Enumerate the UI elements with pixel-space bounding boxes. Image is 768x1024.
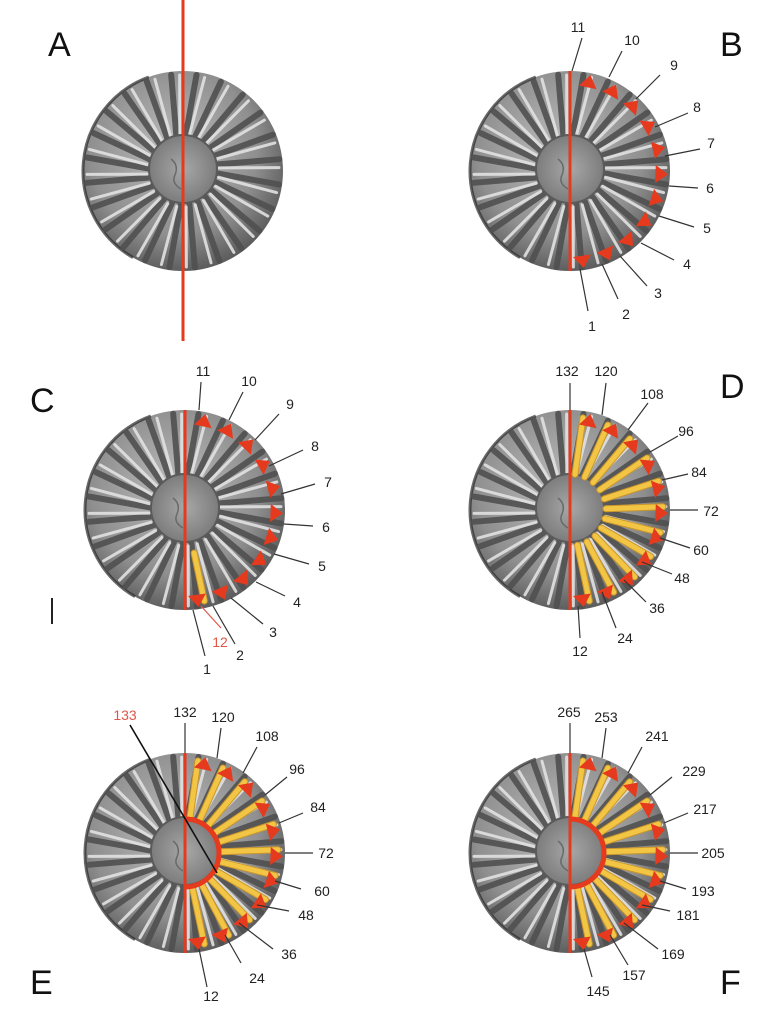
rib-label: 132: [555, 363, 579, 379]
rib-label: 2: [236, 647, 244, 663]
panel-label-e: E: [30, 964, 53, 1002]
rib-label: 120: [211, 709, 235, 725]
rib-label: 3: [654, 285, 662, 301]
rib-label: 24: [617, 630, 633, 646]
rib-label: 10: [624, 32, 640, 48]
panel-overlay: [568, 410, 668, 610]
rib-label: 1: [203, 661, 211, 677]
rib-label: 108: [640, 386, 664, 402]
panel-label-d: D: [720, 368, 745, 406]
panel-a: [81, 0, 283, 341]
rib-label-highlight: 133: [113, 707, 137, 723]
panel-label-a: A: [48, 26, 71, 64]
rib-label: 9: [286, 396, 294, 412]
rib-label: 157: [622, 967, 646, 983]
rib-label: 8: [311, 438, 319, 454]
panel-overlay: [183, 753, 283, 953]
panel-b: 11 10 9 8 7 6 5 4 3 2 1: [468, 19, 715, 334]
rib-label: 48: [298, 907, 314, 923]
rib-label: 4: [293, 594, 301, 610]
rib-label: 12: [572, 643, 588, 659]
rib-label: 193: [691, 883, 715, 899]
rib-label: 4: [683, 256, 691, 272]
panel-label-f: F: [720, 964, 741, 1002]
rib-label: 12: [203, 988, 219, 1004]
rib-label: 48: [674, 570, 690, 586]
rib-label: 120: [594, 363, 618, 379]
rib-label: 205: [701, 845, 725, 861]
rib-label: 253: [594, 709, 618, 725]
rib-label: 217: [693, 801, 717, 817]
panel-label-b: B: [720, 26, 743, 64]
rib-label: 96: [678, 423, 694, 439]
rib-label: 60: [693, 542, 709, 558]
rib-count-labels: 265 253 241 229 217 205 193 181 169 157 …: [557, 704, 725, 999]
rib-label: 96: [289, 761, 305, 777]
rib-label: 7: [324, 474, 332, 490]
panel-f: 265 253 241 229 217 205 193 181 169 157 …: [468, 704, 725, 999]
rib-count-labels: 132 120 108 96 84 72 60 48 36 24 12: [555, 363, 719, 659]
rib-label: 9: [670, 57, 678, 73]
rib-label: 5: [318, 558, 326, 574]
rib-label: 60: [314, 883, 330, 899]
panel-d: 132 120 108 96 84 72 60 48 36 24 12: [468, 363, 719, 659]
rib-label: 84: [691, 464, 707, 480]
rib-count-labels: 132 120 108 96 84 72 60 48 36 24 12 133: [113, 704, 334, 1004]
rib-label: 229: [682, 763, 706, 779]
rib-label: 241: [645, 728, 669, 744]
rib-label: 24: [249, 970, 265, 986]
panel-c: 11 10 9 8 7 6 5 4 3 2 1 12: [83, 363, 332, 677]
panel-overlay: [568, 753, 668, 953]
rib-label: 145: [586, 983, 610, 999]
panel-overlay: [183, 410, 283, 610]
rib-count-labels: 11 10 9 8 7 6 5 4 3 2 1: [571, 19, 715, 334]
rib-label: 132: [173, 704, 197, 720]
rib-label: 8: [693, 99, 701, 115]
rib-label: 181: [676, 907, 700, 923]
rib-label: 72: [703, 503, 719, 519]
rib-label-highlight: 12: [212, 634, 228, 650]
rib-label: 108: [255, 728, 279, 744]
rib-label: 7: [707, 135, 715, 151]
rib-count-labels: 11 10 9 8 7 6 5 4 3 2 1 12: [192, 363, 332, 677]
rib-label: 36: [649, 600, 665, 616]
rib-label: 36: [281, 946, 297, 962]
rib-label: 2: [622, 306, 630, 322]
rib-label: 1: [588, 318, 596, 334]
rib-label: 5: [703, 220, 711, 236]
rib-label: 169: [661, 946, 685, 962]
rib-label: 11: [196, 363, 211, 379]
rib-label: 11: [571, 19, 586, 35]
rib-label: 6: [322, 519, 330, 535]
rib-label: 3: [269, 624, 277, 640]
rib-label: 72: [318, 845, 334, 861]
rib-label: 265: [557, 704, 581, 720]
rib-label: 10: [241, 373, 257, 389]
panel-overlay: [568, 71, 668, 271]
rib-label: 6: [706, 180, 714, 196]
panel-label-c: C: [30, 382, 55, 420]
rib-label: 84: [310, 799, 326, 815]
panel-e: 132 120 108 96 84 72 60 48 36 24 12 133: [83, 704, 334, 1004]
